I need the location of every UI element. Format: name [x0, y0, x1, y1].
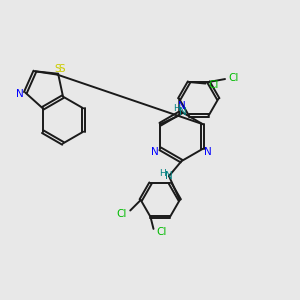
Text: N: N [151, 147, 159, 157]
Text: H: H [173, 104, 180, 113]
Text: N: N [16, 89, 23, 99]
Text: Cl: Cl [209, 80, 219, 90]
Text: N: N [204, 147, 212, 157]
Text: Cl: Cl [117, 209, 127, 219]
Text: Cl: Cl [157, 227, 167, 238]
Text: N: N [178, 101, 185, 111]
Text: N: N [165, 171, 173, 181]
Text: S: S [54, 64, 61, 74]
Text: N: N [179, 107, 187, 117]
Text: Cl: Cl [228, 73, 239, 82]
Text: H: H [159, 169, 166, 178]
Text: S: S [59, 64, 65, 74]
